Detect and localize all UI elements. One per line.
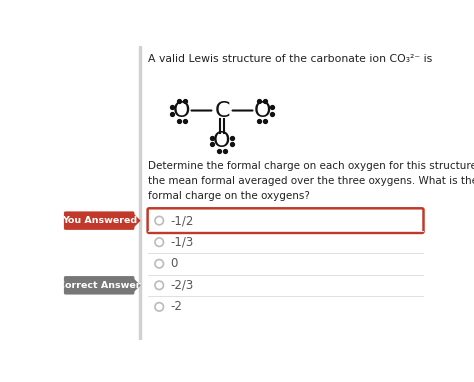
FancyBboxPatch shape	[64, 276, 135, 295]
Circle shape	[155, 216, 164, 225]
Text: Correct Answer: Correct Answer	[58, 281, 141, 290]
Circle shape	[155, 303, 164, 311]
FancyBboxPatch shape	[64, 211, 135, 230]
FancyBboxPatch shape	[147, 208, 423, 233]
Circle shape	[155, 259, 164, 268]
Text: O: O	[213, 131, 231, 151]
Text: O: O	[173, 100, 191, 120]
Text: -2: -2	[170, 300, 182, 313]
Text: -1/2: -1/2	[170, 214, 193, 227]
Text: O: O	[254, 100, 271, 120]
Polygon shape	[133, 213, 141, 228]
Text: C: C	[214, 100, 230, 120]
Circle shape	[155, 238, 164, 246]
Polygon shape	[133, 278, 141, 293]
Text: 0: 0	[170, 257, 177, 270]
Text: -1/3: -1/3	[170, 236, 193, 249]
Text: You Answered: You Answered	[62, 216, 137, 225]
Text: -2/3: -2/3	[170, 279, 193, 292]
Text: Determine the formal charge on each oxygen for this structure and then determine: Determine the formal charge on each oxyg…	[148, 161, 474, 201]
Circle shape	[155, 281, 164, 290]
Bar	[139, 46, 141, 340]
Text: A valid Lewis structure of the carbonate ion CO₃²⁻ is: A valid Lewis structure of the carbonate…	[148, 53, 433, 63]
